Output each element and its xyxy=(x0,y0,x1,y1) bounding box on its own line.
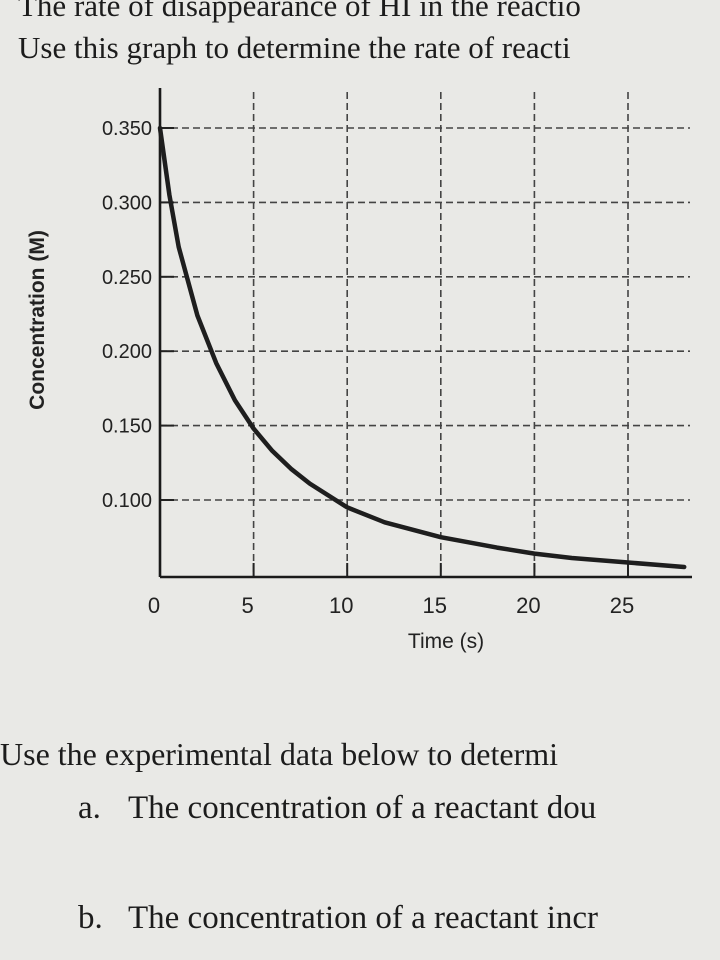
grid xyxy=(160,92,690,577)
question-text-line-2: Use this graph to determine the rate of … xyxy=(18,30,571,65)
decay-curve xyxy=(157,125,687,570)
x-axis-label: Time (s) xyxy=(408,630,484,653)
x-tick-label: 5 xyxy=(241,593,253,618)
x-tick-label: 20 xyxy=(516,593,540,618)
list-item-a: a. The concentration of a reactant dou xyxy=(78,790,596,827)
x-tick-label: 0 xyxy=(148,593,160,618)
list-text-b: The concentration of a reactant incr xyxy=(128,900,598,936)
axes xyxy=(158,88,692,579)
y-tick-label: 0.100 xyxy=(102,490,152,512)
y-axis-label: Concentration (M) xyxy=(26,230,49,410)
x-tick-label: 15 xyxy=(423,593,447,618)
x-tick-label: 25 xyxy=(610,593,634,618)
x-tick-label: 10 xyxy=(329,593,353,618)
list-item-b: b. The concentration of a reactant incr xyxy=(78,900,598,937)
tick-labels: 0.100 0.150 0.200 0.250 0.300 0.350 0 5 10 15 20 25 xyxy=(102,118,634,618)
y-tick-label: 0.350 xyxy=(102,118,152,140)
question-text-line-1: The rate of disappearance of HI in the r… xyxy=(18,0,581,23)
y-tick-label: 0.250 xyxy=(102,267,152,289)
list-marker-a: a. xyxy=(78,790,101,826)
y-tick-label: 0.300 xyxy=(102,192,152,214)
concentration-time-chart: 0.100 0.150 0.200 0.250 0.300 0.350 0 5 10 15 20 25… xyxy=(26,88,692,653)
list-text-a: The concentration of a reactant dou xyxy=(128,790,597,826)
y-tick-label: 0.200 xyxy=(102,341,152,363)
list-marker-b: b. xyxy=(78,900,103,936)
y-tick-label: 0.150 xyxy=(102,416,152,438)
question-text-line-3: Use the experimental data below to deter… xyxy=(0,736,559,772)
series xyxy=(157,125,687,570)
